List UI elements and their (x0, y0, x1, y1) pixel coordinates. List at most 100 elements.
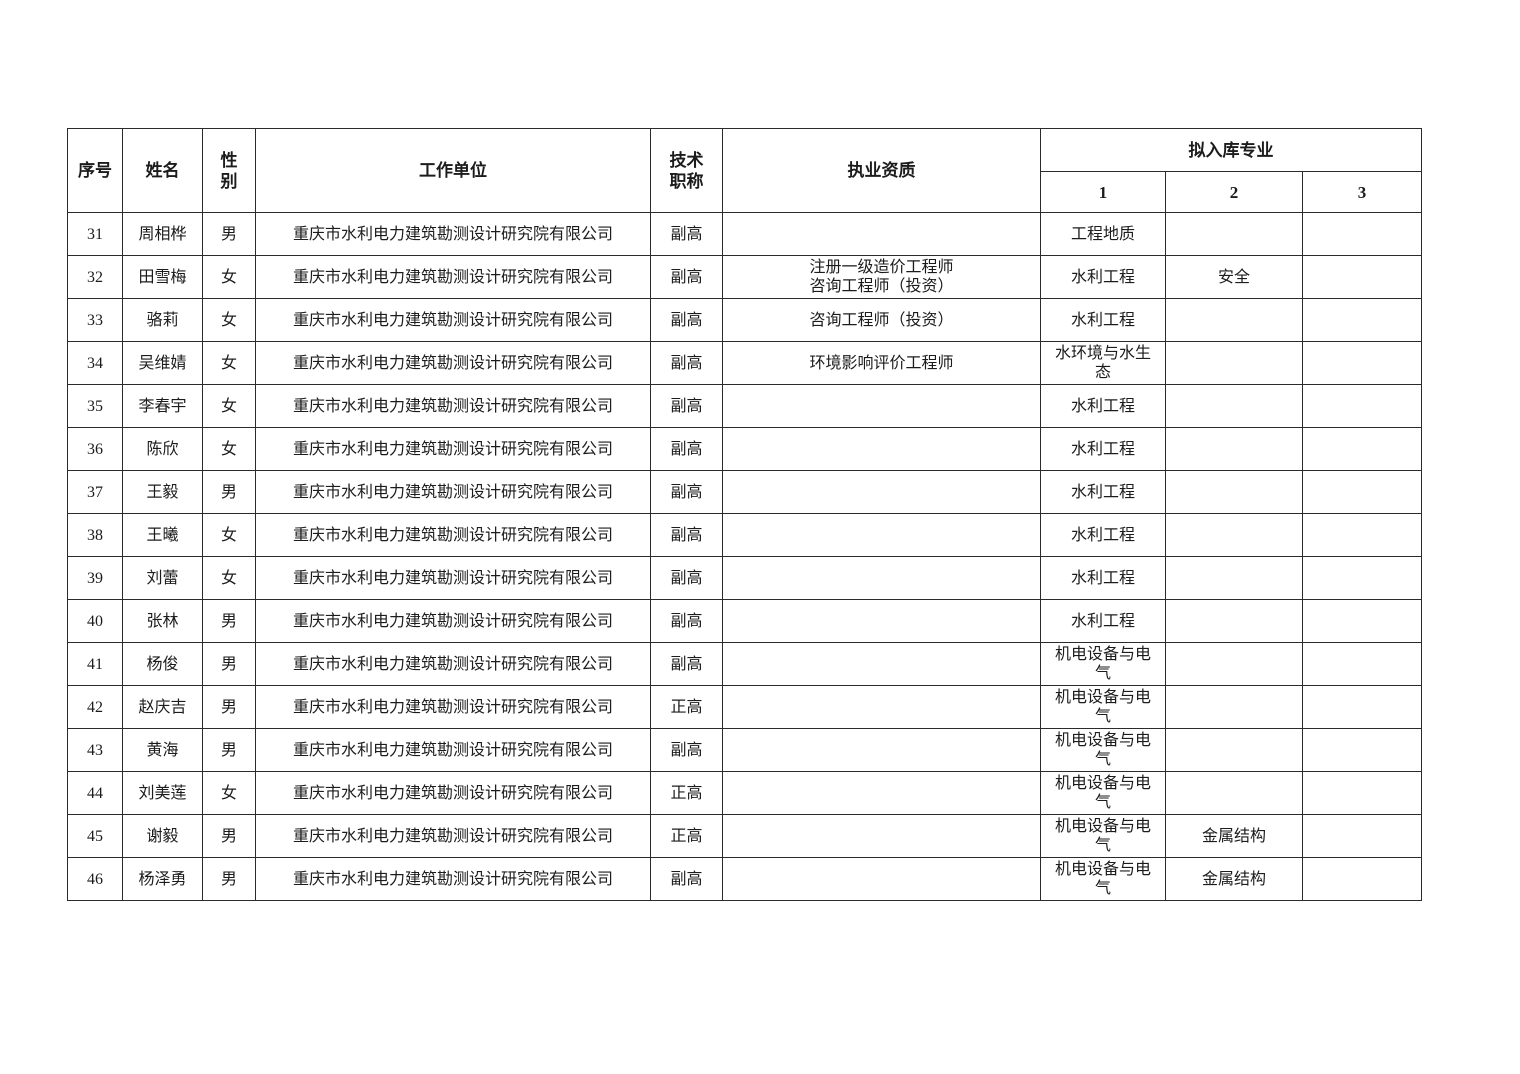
cell-name: 刘蕾 (122, 556, 203, 600)
cell-specialty-1: 水利工程 (1040, 513, 1166, 557)
cell-qualification (722, 814, 1041, 858)
cell-tech-title: 正高 (650, 814, 723, 858)
cell-work-unit: 重庆市水利电力建筑勘测设计研究院有限公司 (255, 642, 651, 686)
cell-gender: 女 (202, 255, 256, 299)
cell-serial: 31 (67, 212, 123, 256)
cell-gender: 女 (202, 771, 256, 815)
cell-specialty-3 (1301, 599, 1423, 643)
cell-qualification (722, 728, 1041, 772)
column-header-specialty-1: 1 (1040, 171, 1166, 213)
cell-qualification (722, 384, 1041, 428)
cell-specialty-1-text: 水利工程 (1070, 483, 1135, 501)
cell-specialty-3 (1301, 642, 1423, 686)
cell-specialty-1: 机电设备与电气 (1040, 642, 1166, 686)
cell-specialty-1-text: 水利工程 (1070, 440, 1135, 458)
cell-gender: 女 (202, 341, 256, 385)
cell-specialty-3 (1301, 212, 1423, 256)
column-header-proposed-specialty: 拟入库专业 (1039, 128, 1423, 172)
cell-serial: 34 (67, 341, 123, 385)
cell-specialty-2 (1165, 341, 1303, 385)
cell-specialty-2 (1165, 599, 1303, 643)
cell-specialty-3 (1301, 685, 1423, 729)
cell-qualification: 注册一级造价工程师 咨询工程师（投资） (722, 255, 1041, 299)
cell-tech-title: 副高 (650, 728, 723, 772)
column-header-specialty-2: 2 (1165, 171, 1303, 213)
personnel-roster-table: 序号 姓名 性别 工作单位 技术职称 执业资质 拟入库专业 1 2 3 31 周… (67, 128, 1423, 901)
column-header-name-label: 姓名 (145, 161, 180, 180)
cell-qualification (722, 642, 1041, 686)
column-header-work-unit-label: 工作单位 (419, 161, 487, 180)
cell-specialty-3 (1301, 470, 1423, 514)
cell-serial: 37 (67, 470, 123, 514)
column-header-name: 姓名 (122, 128, 203, 213)
table-row: 40 张林 男 重庆市水利电力建筑勘测设计研究院有限公司 副高 水利工程 (67, 599, 1423, 643)
cell-qualification: 环境影响评价工程师 (722, 341, 1041, 385)
cell-name: 骆莉 (122, 298, 203, 342)
cell-specialty-1: 机电设备与电气 (1040, 685, 1166, 729)
cell-specialty-1: 水利工程 (1040, 298, 1166, 342)
cell-serial: 42 (67, 685, 123, 729)
column-header-specialty-3-label: 3 (1357, 182, 1367, 202)
cell-specialty-1-text: 水利工程 (1070, 268, 1135, 286)
cell-qualification (722, 857, 1041, 901)
cell-work-unit: 重庆市水利电力建筑勘测设计研究院有限公司 (255, 599, 651, 643)
cell-specialty-2 (1165, 212, 1303, 256)
cell-name: 李春宇 (122, 384, 203, 428)
cell-gender: 女 (202, 298, 256, 342)
cell-qualification (722, 427, 1041, 471)
cell-work-unit: 重庆市水利电力建筑勘测设计研究院有限公司 (255, 255, 651, 299)
table-row: 38 王曦 女 重庆市水利电力建筑勘测设计研究院有限公司 副高 水利工程 (67, 513, 1423, 557)
table-row: 33 骆莉 女 重庆市水利电力建筑勘测设计研究院有限公司 副高 咨询工程师（投资… (67, 298, 1423, 342)
cell-work-unit: 重庆市水利电力建筑勘测设计研究院有限公司 (255, 212, 651, 256)
cell-tech-title: 副高 (650, 556, 723, 600)
cell-work-unit: 重庆市水利电力建筑勘测设计研究院有限公司 (255, 298, 651, 342)
cell-specialty-1: 水利工程 (1040, 384, 1166, 428)
cell-name: 杨俊 (122, 642, 203, 686)
cell-work-unit: 重庆市水利电力建筑勘测设计研究院有限公司 (255, 556, 651, 600)
cell-gender: 男 (202, 857, 256, 901)
cell-name: 陈欣 (122, 427, 203, 471)
column-header-tech-title-label: 技术职称 (669, 150, 704, 191)
cell-gender: 女 (202, 556, 256, 600)
cell-name: 王毅 (122, 470, 203, 514)
table-body: 31 周相桦 男 重庆市水利电力建筑勘测设计研究院有限公司 副高 工程地质 32… (67, 212, 1423, 901)
cell-specialty-1-text: 机电设备与电气 (1054, 775, 1151, 811)
cell-specialty-3 (1301, 513, 1423, 557)
cell-tech-title: 副高 (650, 427, 723, 471)
cell-specialty-2 (1165, 771, 1303, 815)
cell-tech-title: 副高 (650, 642, 723, 686)
cell-serial: 38 (67, 513, 123, 557)
cell-tech-title: 副高 (650, 513, 723, 557)
cell-name: 周相桦 (122, 212, 203, 256)
cell-serial: 44 (67, 771, 123, 815)
cell-tech-title: 副高 (650, 255, 723, 299)
cell-specialty-3 (1301, 427, 1423, 471)
cell-specialty-2 (1165, 728, 1303, 772)
column-header-qualification-label: 执业资质 (847, 161, 916, 180)
cell-specialty-3 (1301, 814, 1423, 858)
cell-gender: 男 (202, 642, 256, 686)
cell-serial: 32 (67, 255, 123, 299)
cell-gender: 女 (202, 427, 256, 471)
cell-specialty-2 (1165, 384, 1303, 428)
cell-qualification (722, 556, 1041, 600)
cell-specialty-3 (1301, 341, 1423, 385)
cell-specialty-1: 水利工程 (1040, 470, 1166, 514)
cell-specialty-2 (1165, 642, 1303, 686)
table-row: 35 李春宇 女 重庆市水利电力建筑勘测设计研究院有限公司 副高 水利工程 (67, 384, 1423, 428)
column-header-serial: 序号 (67, 128, 123, 213)
cell-specialty-2: 金属结构 (1165, 814, 1303, 858)
column-header-specialty-2-label: 2 (1229, 182, 1239, 202)
table-row: 32 田雪梅 女 重庆市水利电力建筑勘测设计研究院有限公司 副高 注册一级造价工… (67, 255, 1423, 299)
cell-work-unit: 重庆市水利电力建筑勘测设计研究院有限公司 (255, 814, 651, 858)
cell-name: 黄海 (122, 728, 203, 772)
cell-serial: 41 (67, 642, 123, 686)
cell-tech-title: 副高 (650, 470, 723, 514)
cell-name: 田雪梅 (122, 255, 203, 299)
table-row: 37 王毅 男 重庆市水利电力建筑勘测设计研究院有限公司 副高 水利工程 (67, 470, 1423, 514)
cell-tech-title: 副高 (650, 384, 723, 428)
column-header-proposed-specialty-label: 拟入库专业 (1188, 140, 1274, 160)
cell-serial: 36 (67, 427, 123, 471)
cell-work-unit: 重庆市水利电力建筑勘测设计研究院有限公司 (255, 341, 651, 385)
